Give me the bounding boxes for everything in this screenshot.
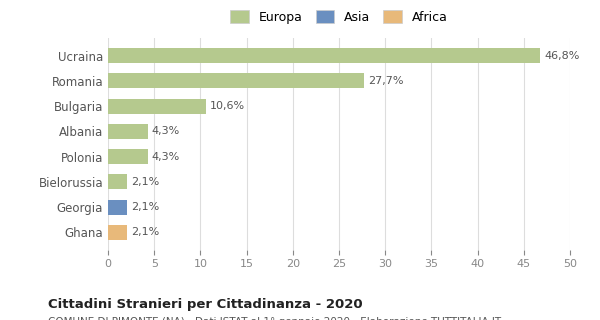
Text: 10,6%: 10,6%	[209, 101, 245, 111]
Legend: Europa, Asia, Africa: Europa, Asia, Africa	[227, 7, 451, 28]
Text: COMUNE DI PIMONTE (NA) - Dati ISTAT al 1° gennaio 2020 - Elaborazione TUTTITALIA: COMUNE DI PIMONTE (NA) - Dati ISTAT al 1…	[48, 317, 501, 320]
Text: 4,3%: 4,3%	[151, 126, 179, 136]
Bar	[108, 149, 148, 164]
Bar	[108, 48, 541, 63]
Bar	[108, 174, 127, 189]
Text: 4,3%: 4,3%	[151, 152, 179, 162]
Text: 2,1%: 2,1%	[131, 202, 160, 212]
Text: 27,7%: 27,7%	[368, 76, 403, 86]
Bar	[108, 99, 206, 114]
Text: Cittadini Stranieri per Cittadinanza - 2020: Cittadini Stranieri per Cittadinanza - 2…	[48, 298, 362, 311]
Text: 46,8%: 46,8%	[544, 51, 580, 60]
Bar	[108, 124, 148, 139]
Text: 2,1%: 2,1%	[131, 228, 160, 237]
Bar	[108, 225, 127, 240]
Text: 2,1%: 2,1%	[131, 177, 160, 187]
Bar	[108, 73, 364, 88]
Bar	[108, 200, 127, 215]
